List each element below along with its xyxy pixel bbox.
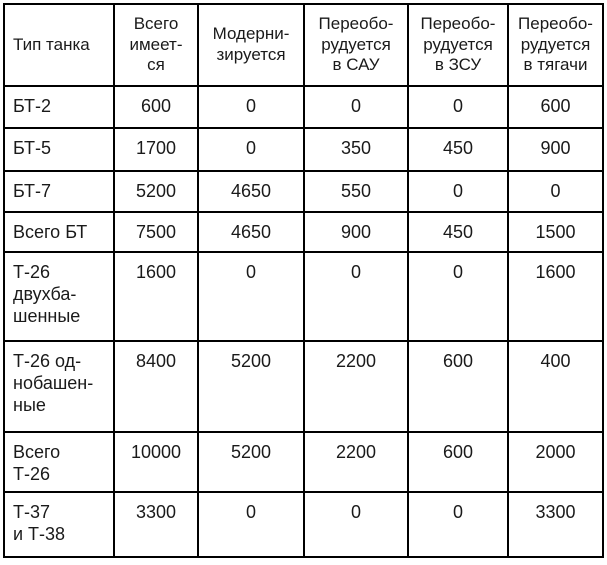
cell-value: 0: [197, 491, 305, 558]
table-row-t37-t38: Т-37 и Т-38 3300 0 0 0 3300: [3, 491, 604, 558]
table-row-total-t26: Всего Т-26 10000 5200 2200 600 2000: [3, 431, 604, 493]
cell-value: 2200: [303, 431, 409, 493]
header-cell-modernized: Модерни- зируется: [197, 3, 305, 87]
cell-value: 2000: [507, 431, 604, 493]
cell-value: 900: [303, 211, 409, 253]
cell-value: 600: [407, 340, 509, 433]
cell-tank-type: Всего Т-26: [3, 431, 115, 493]
cell-value: 400: [507, 340, 604, 433]
table-row-bt5: БТ-5 1700 0 350 450 900: [3, 127, 604, 172]
cell-value: 0: [303, 251, 409, 342]
cell-value: 0: [407, 491, 509, 558]
cell-value: 5200: [197, 340, 305, 433]
header-cell-converted-zsu: Переобо- рудуется в ЗСУ: [407, 3, 509, 87]
table-row-t26-single-turret: Т-26 од- нобашен- ные 8400 5200 2200 600…: [3, 340, 604, 433]
cell-value: 5200: [113, 170, 199, 213]
cell-value: 3300: [113, 491, 199, 558]
cell-value: 0: [407, 170, 509, 213]
cell-value: 3300: [507, 491, 604, 558]
header-cell-converted-sau: Переобо- рудуется в САУ: [303, 3, 409, 87]
header-cell-tank-type: Тип танка: [3, 3, 115, 87]
cell-tank-type: Т-37 и Т-38: [3, 491, 115, 558]
cell-tank-type: Т-26 двухба- шенные: [3, 251, 115, 342]
cell-value: 1700: [113, 127, 199, 172]
cell-value: 550: [303, 170, 409, 213]
cell-value: 0: [197, 85, 305, 129]
table-row-total-bt: Всего БТ 7500 4650 900 450 1500: [3, 211, 604, 253]
cell-value: 900: [507, 127, 604, 172]
cell-value: 0: [197, 251, 305, 342]
cell-value: 5200: [197, 431, 305, 493]
cell-value: 600: [407, 431, 509, 493]
cell-value: 1600: [507, 251, 604, 342]
cell-value: 1500: [507, 211, 604, 253]
cell-value: 0: [407, 85, 509, 129]
table-row-bt7: БТ-7 5200 4650 550 0 0: [3, 170, 604, 213]
cell-value: 0: [303, 85, 409, 129]
cell-value: 350: [303, 127, 409, 172]
cell-value: 4650: [197, 170, 305, 213]
cell-value: 7500: [113, 211, 199, 253]
cell-value: 10000: [113, 431, 199, 493]
cell-value: 4650: [197, 211, 305, 253]
cell-value: 0: [303, 491, 409, 558]
header-row: Тип танка Всего имеет- ся Модерни- зируе…: [3, 3, 604, 87]
cell-tank-type: БТ-2: [3, 85, 115, 129]
cell-value: 2200: [303, 340, 409, 433]
cell-value: 0: [507, 170, 604, 213]
table-row-t26-twin-turret: Т-26 двухба- шенные 1600 0 0 0 1600: [3, 251, 604, 342]
cell-value: 450: [407, 127, 509, 172]
header-cell-converted-tractors: Переобо- рудуется в тягачи: [507, 3, 604, 87]
table-row-bt2: БТ-2 600 0 0 0 600: [3, 85, 604, 129]
cell-value: 450: [407, 211, 509, 253]
cell-value: 600: [113, 85, 199, 129]
cell-tank-type: БТ-5: [3, 127, 115, 172]
cell-value: 8400: [113, 340, 199, 433]
cell-value: 0: [407, 251, 509, 342]
cell-value: 0: [197, 127, 305, 172]
cell-tank-type: Всего БТ: [3, 211, 115, 253]
header-cell-total-available: Всего имеет- ся: [113, 3, 199, 87]
cell-tank-type: БТ-7: [3, 170, 115, 213]
cell-value: 600: [507, 85, 604, 129]
tank-conversion-table: Тип танка Всего имеет- ся Модерни- зируе…: [3, 3, 604, 558]
cell-tank-type: Т-26 од- нобашен- ные: [3, 340, 115, 433]
cell-value: 1600: [113, 251, 199, 342]
